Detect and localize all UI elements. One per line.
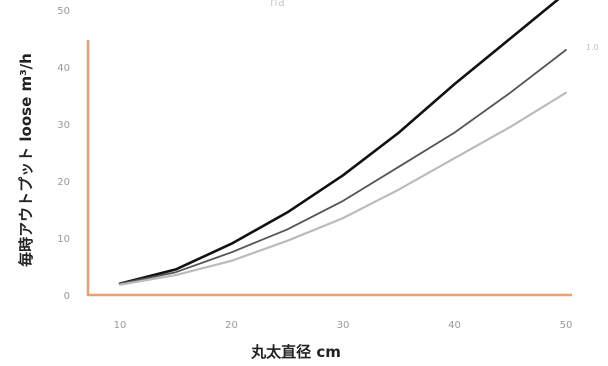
- top-text-fragment: ha: [270, 0, 285, 9]
- series-line-3: [118, 91, 568, 286]
- x-tick-label: 30: [337, 320, 350, 331]
- x-axis-title: 丸太直径 cm: [250, 343, 341, 361]
- series-group: [118, 0, 568, 286]
- series-end-label: 1.0: [586, 43, 599, 52]
- y-axis-title: 毎時アウトプット loose m³/h: [17, 53, 35, 267]
- y-tick-label: 50: [57, 6, 70, 17]
- y-tick-label: 40: [57, 63, 70, 74]
- y-tick-label: 20: [57, 177, 70, 188]
- y-tick-label: 0: [64, 291, 70, 302]
- x-tick-label: 20: [225, 320, 238, 331]
- y-tick-label: 30: [57, 120, 70, 131]
- series-line-2: [119, 49, 567, 285]
- y-tick-labels: 0 10 20 30 40 50: [57, 6, 70, 302]
- top-label: ha: [270, 0, 285, 9]
- series-line-1: [118, 0, 560, 285]
- y-tick-label: 10: [57, 234, 70, 245]
- x-tick-labels: 10 20 30 40 50: [114, 320, 573, 331]
- x-tick-label: 10: [114, 320, 127, 331]
- x-tick-label: 50: [560, 320, 573, 331]
- x-tick-label: 40: [448, 320, 461, 331]
